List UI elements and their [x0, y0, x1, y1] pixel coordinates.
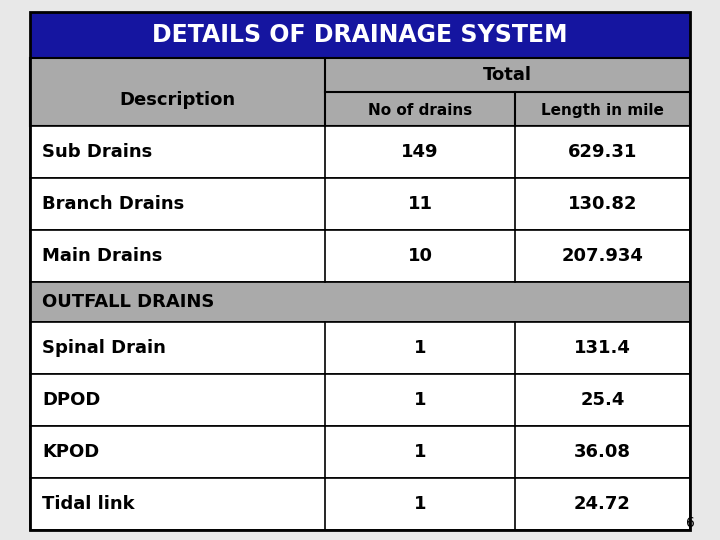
Text: Spinal Drain: Spinal Drain — [42, 339, 166, 357]
Text: 1: 1 — [414, 391, 426, 409]
Text: 1: 1 — [414, 443, 426, 461]
Bar — [30, 12, 690, 58]
Text: 6: 6 — [686, 516, 695, 530]
Text: 629.31: 629.31 — [568, 143, 637, 161]
Text: No of drains: No of drains — [368, 103, 472, 118]
Bar — [30, 230, 690, 282]
Text: 131.4: 131.4 — [574, 339, 631, 357]
Bar — [30, 322, 690, 374]
Text: KPOD: KPOD — [42, 443, 99, 461]
Bar — [30, 374, 690, 426]
Text: 1: 1 — [414, 339, 426, 357]
Bar — [30, 426, 690, 478]
Text: 207.934: 207.934 — [562, 247, 644, 265]
Text: 25.4: 25.4 — [580, 391, 625, 409]
Text: Main Drains: Main Drains — [42, 247, 163, 265]
Text: 11: 11 — [408, 195, 433, 213]
Text: 24.72: 24.72 — [574, 495, 631, 513]
Text: 36.08: 36.08 — [574, 443, 631, 461]
Text: OUTFALL DRAINS: OUTFALL DRAINS — [42, 293, 215, 311]
Text: 1: 1 — [414, 495, 426, 513]
Text: DETAILS OF DRAINAGE SYSTEM: DETAILS OF DRAINAGE SYSTEM — [152, 23, 568, 47]
Text: Tidal link: Tidal link — [42, 495, 135, 513]
Bar — [30, 126, 690, 178]
Bar — [30, 58, 690, 126]
Text: DPOD: DPOD — [42, 391, 100, 409]
Bar — [30, 178, 690, 230]
Text: 10: 10 — [408, 247, 433, 265]
Text: Sub Drains: Sub Drains — [42, 143, 152, 161]
Text: Total: Total — [483, 66, 532, 84]
Text: Branch Drains: Branch Drains — [42, 195, 184, 213]
Text: Description: Description — [120, 91, 235, 109]
Text: Length in mile: Length in mile — [541, 103, 664, 118]
Bar — [30, 282, 690, 322]
Text: 130.82: 130.82 — [568, 195, 637, 213]
Bar — [30, 478, 690, 530]
Text: 149: 149 — [401, 143, 438, 161]
